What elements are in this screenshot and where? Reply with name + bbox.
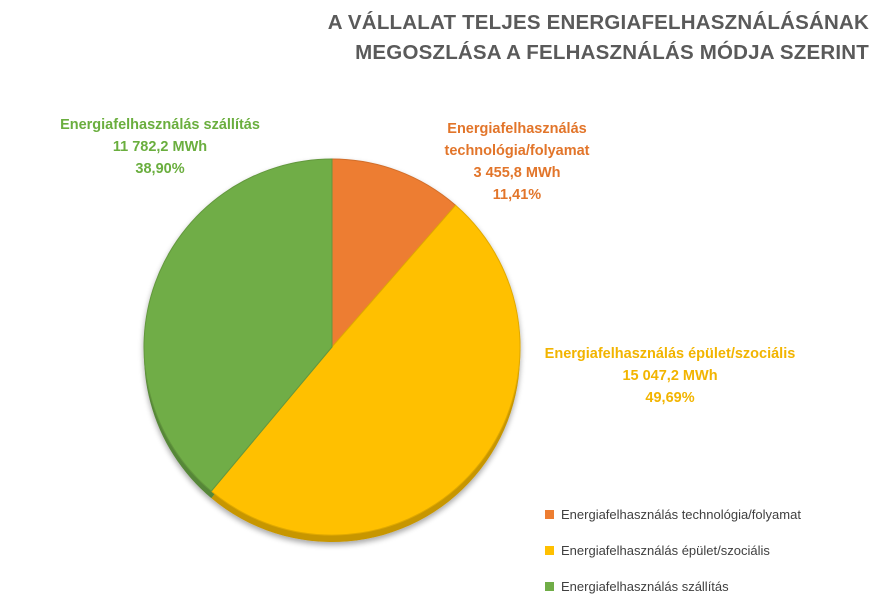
- data-label-technology-percent: 11,41%: [492, 187, 542, 203]
- legend-swatch-transport: [545, 581, 554, 591]
- data-label-transport-percent: 38,90%: [135, 161, 185, 177]
- chart-title: A VÁLLALAT TELJES ENERGIAFELHASZNÁLÁSÁNA…: [249, 8, 869, 68]
- data-label-building-name: Energiafelhasználás épület/szociális: [544, 346, 796, 362]
- data-label-technology: Energiafelhasználás technológia/folyamat…: [412, 118, 622, 206]
- legend-item-technology[interactable]: Energiafelhasználás technológia/folyamat: [545, 505, 801, 523]
- pie-slices: [143, 158, 521, 543]
- data-label-transport-value: 11 782,2 MWh: [112, 139, 208, 155]
- data-label-building-percent: 49,69%: [645, 390, 695, 406]
- data-label-technology-value: 3 455,8 MWh: [473, 165, 561, 181]
- pie-svg: [143, 158, 521, 543]
- legend: Energiafelhasználás technológia/folyamat…: [545, 505, 801, 613]
- legend-swatch-technology: [545, 509, 554, 519]
- chart-title-line-2: MEGOSZLÁSA A FELHASZNÁLÁS MÓDJA SZERINT: [355, 41, 869, 64]
- data-label-technology-name-2: technológia/folyamat: [444, 143, 590, 159]
- data-label-technology-name-1: Energiafelhasználás: [447, 121, 587, 137]
- data-label-building: Energiafelhasználás épület/szociális 15 …: [520, 343, 820, 409]
- legend-label-technology: Energiafelhasználás technológia/folyamat: [561, 506, 801, 522]
- chart-title-line-1: A VÁLLALAT TELJES ENERGIAFELHASZNÁLÁSÁNA…: [327, 11, 869, 34]
- legend-label-building: Energiafelhasználás épület/szociális: [561, 542, 770, 558]
- legend-label-transport: Energiafelhasználás szállítás: [561, 578, 729, 594]
- pie-slice-building[interactable]: [210, 204, 521, 536]
- data-label-transport-name: Energiafelhasználás szállítás: [60, 117, 260, 133]
- legend-swatch-building: [545, 545, 554, 555]
- data-label-building-value: 15 047,2 MWh: [622, 368, 718, 384]
- pie-slice-technology[interactable]: [331, 158, 457, 349]
- legend-item-transport[interactable]: Energiafelhasználás szállítás: [545, 577, 801, 595]
- pie-slice-transport[interactable]: [143, 158, 333, 492]
- pie-chart: A VÁLLALAT TELJES ENERGIAFELHASZNÁLÁSÁNA…: [30, 8, 869, 594]
- legend-item-building[interactable]: Energiafelhasználás épület/szociális: [545, 541, 801, 559]
- data-label-transport: Energiafelhasználás szállítás 11 782,2 M…: [30, 114, 290, 180]
